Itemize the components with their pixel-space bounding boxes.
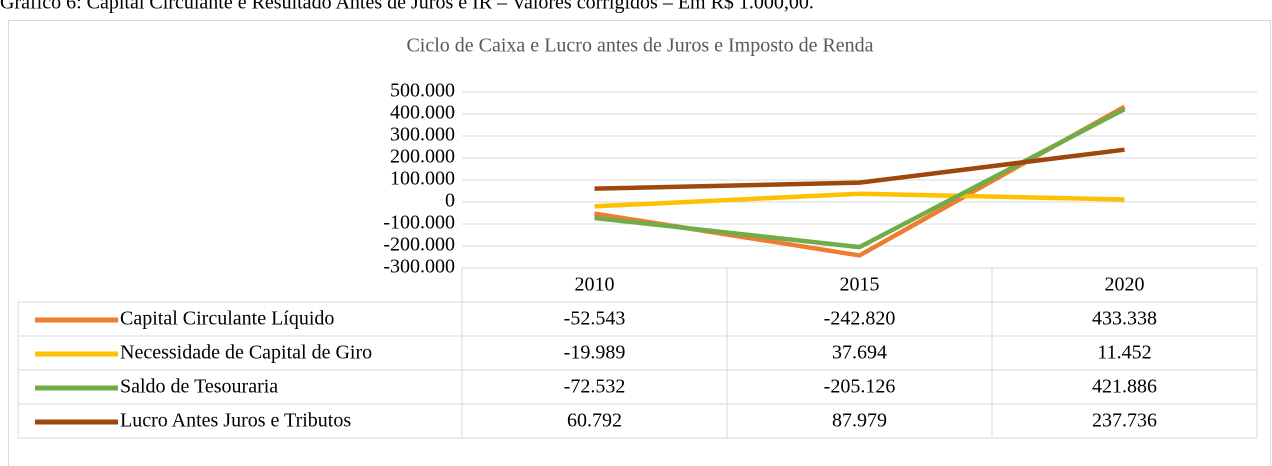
y-tick-label: 500.000 [390,80,455,102]
legend-label: Necessidade de Capital de Giro [120,342,372,364]
y-tick-label: -200.000 [383,234,455,256]
data-label: 433.338 [1092,308,1157,330]
y-tick-label: -300.000 [383,256,455,278]
chart-frame [8,20,1271,466]
legend-label: Capital Circulante Líquido [120,308,334,330]
series-line [594,191,1125,209]
y-tick-label: 300.000 [390,124,455,146]
category-label: 2010 [575,274,615,296]
category-label: 2015 [840,274,880,296]
caption: Gráfico 6: Capital Circulante e Resultad… [0,0,814,14]
series-line [594,147,1125,191]
data-label: -72.532 [564,376,626,398]
legend-label: Saldo de Tesouraria [120,376,278,398]
y-tick-label: -100.000 [383,212,455,234]
y-tick-label: 100.000 [390,168,455,190]
data-label: -242.820 [824,308,896,330]
y-tick-label: 400.000 [390,102,455,124]
data-label: -52.543 [564,308,626,330]
data-label: -19.989 [564,342,626,364]
data-label: 37.694 [832,342,887,364]
chart-title: Ciclo de Caixa e Lucro antes de Juros e … [406,35,873,57]
y-tick-label: 200.000 [390,146,455,168]
data-label: -205.126 [824,376,896,398]
data-label: 421.886 [1092,376,1157,398]
series-line [594,107,1126,250]
data-label: 11.452 [1097,342,1151,364]
legend-label: Lucro Antes Juros e Tributos [120,410,351,432]
y-tick-label: 0 [445,190,455,212]
data-label: 237.736 [1092,410,1157,432]
data-label: 87.979 [832,410,887,432]
category-label: 2020 [1105,274,1145,296]
data-label: 60.792 [567,410,622,432]
